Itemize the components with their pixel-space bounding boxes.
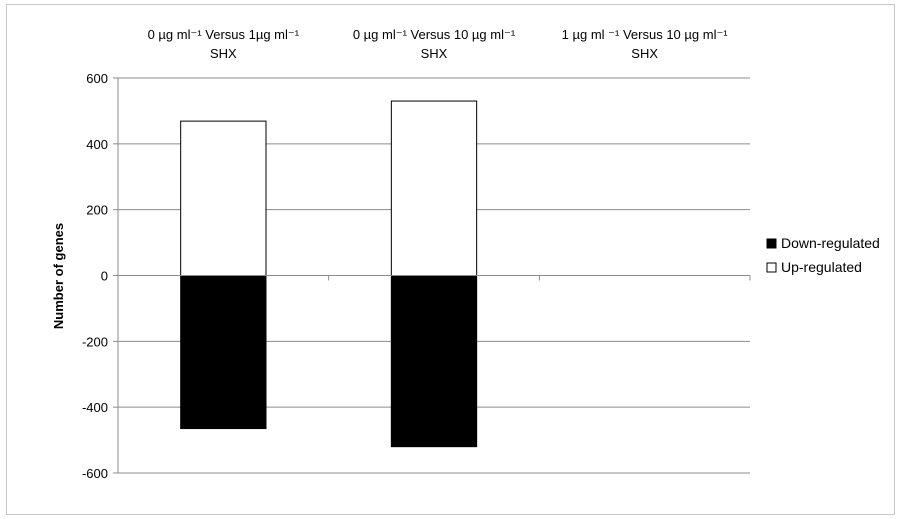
y-tick-label: -600 <box>82 466 108 481</box>
bar-up-regulated <box>180 120 267 276</box>
y-tick-label: 600 <box>86 71 108 86</box>
legend-swatch <box>766 262 777 273</box>
bar-down-regulated <box>180 275 267 430</box>
y-tick-label: 0 <box>101 269 108 284</box>
y-tick-label: 200 <box>86 203 108 218</box>
legend-entry: Down-regulated <box>781 235 880 251</box>
category-label: SHX <box>210 46 237 61</box>
category-label: 0 µg ml⁻¹ Versus 1µg ml⁻¹ <box>148 27 300 42</box>
y-tick-labels: 600 400 200 0 -200 -400 -600 <box>82 71 108 481</box>
legend: Down-regulated Up-regulated <box>766 235 880 275</box>
legend-swatch <box>766 238 777 249</box>
y-tick-label: 400 <box>86 137 108 152</box>
y-tick-label: -200 <box>82 334 108 349</box>
category-labels: 0 µg ml⁻¹ Versus 1µg ml⁻¹ SHX 0 µg ml⁻¹ Ve… <box>148 27 729 61</box>
category-label: SHX <box>631 46 658 61</box>
bar-down-regulated <box>390 275 478 448</box>
bar-up-regulated <box>390 100 478 276</box>
y-axis-label: Number of genes <box>51 223 66 329</box>
category-label: 1 µg ml ⁻¹ Versus 10 µg ml⁻¹ <box>562 27 729 42</box>
axis-layer <box>113 77 751 474</box>
bar-layer <box>180 100 478 448</box>
category-label: 0 µg ml⁻¹ Versus 10 µg ml⁻¹ <box>353 27 516 42</box>
legend-entry: Up-regulated <box>781 259 862 275</box>
y-tick-label: -400 <box>82 400 108 415</box>
category-label: SHX <box>421 46 448 61</box>
